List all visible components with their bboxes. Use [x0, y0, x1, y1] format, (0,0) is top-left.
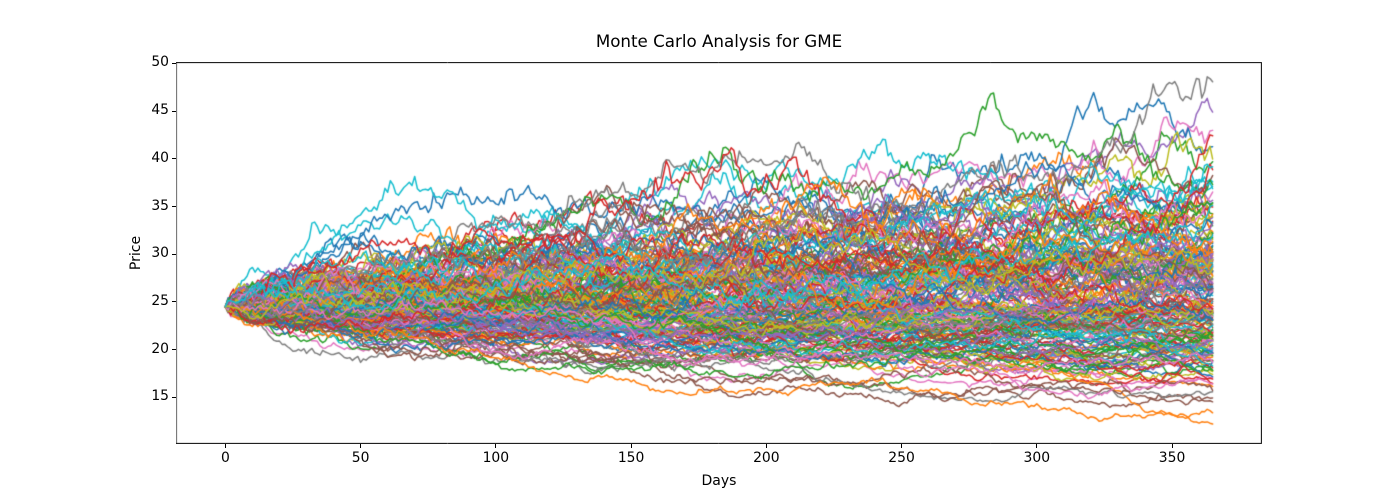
y-tick-mark	[172, 158, 176, 160]
x-tick-mark	[1036, 444, 1038, 448]
y-tick-label: 15	[151, 388, 169, 405]
x-tick-mark	[224, 444, 226, 448]
x-tick-mark	[630, 444, 632, 448]
y-tick-mark	[172, 349, 176, 351]
y-tick-label: 30	[151, 245, 169, 262]
x-tick-mark	[901, 444, 903, 448]
x-tick-label: 200	[753, 450, 780, 466]
x-tick-mark	[1171, 444, 1173, 448]
y-tick-label: 25	[151, 292, 169, 309]
x-tick-label: 350	[1158, 450, 1186, 466]
y-tick-label: 45	[151, 102, 169, 119]
x-axis-label: Days	[701, 473, 737, 489]
y-tick-label: 50	[151, 54, 169, 71]
y-tick-mark	[172, 206, 176, 207]
y-tick-label: 20	[151, 340, 169, 357]
plot-canvas	[176, 62, 1262, 444]
x-tick-label: 250	[888, 450, 915, 466]
x-tick-mark	[495, 444, 497, 448]
plot-area	[176, 62, 1262, 444]
chart-title: Monte Carlo Analysis for GME	[595, 31, 843, 51]
y-tick-mark	[172, 253, 176, 255]
y-tick-label: 35	[151, 197, 169, 214]
x-tick-label: 50	[351, 450, 370, 466]
x-tick-label: 150	[617, 450, 645, 466]
x-tick-label: 100	[482, 450, 510, 466]
y-tick-label: 40	[151, 149, 169, 166]
x-tick-label: 0	[220, 450, 230, 466]
y-tick-mark	[172, 301, 176, 303]
y-tick-mark	[172, 110, 176, 112]
x-tick-mark	[360, 444, 362, 448]
y-tick-mark	[172, 62, 176, 64]
x-tick-mark	[765, 444, 767, 448]
y-tick-mark	[172, 396, 176, 398]
x-tick-label: 300	[1023, 450, 1051, 466]
